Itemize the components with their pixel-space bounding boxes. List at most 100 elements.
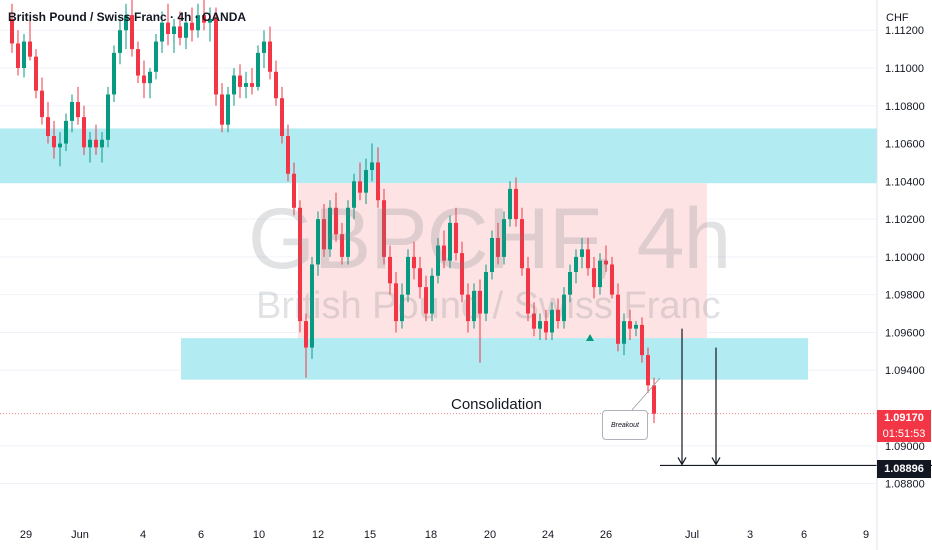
candle-body [550,309,554,333]
candle-body [178,26,182,38]
candle-body [574,256,578,272]
price-tick-label: 1.11200 [885,25,924,37]
symbol-watermark: GBPCHF, 4h [248,191,731,287]
candle-body [478,290,482,314]
candle-body [280,98,284,136]
candle-body [28,41,32,57]
candles [10,0,656,424]
candle-body [244,83,248,87]
breakout-label: Breakout [610,421,640,429]
time-tick-label: 26 [600,529,612,541]
candle-body [58,143,62,148]
time-tick-label: 18 [425,529,437,541]
candle-body [394,283,398,322]
candle-body [418,268,422,288]
candle-body [388,256,392,284]
time-tick-label: 10 [253,529,265,541]
candle-body [514,188,518,220]
consolidation-label[interactable]: Consolidation [451,396,542,413]
candle-body [316,219,320,265]
price-tick-label: 1.09000 [885,441,925,453]
candle-body [358,181,362,193]
time-tick-label: Jul [685,529,699,541]
signal-marker [586,334,594,341]
candle-body [220,94,224,125]
candle-body [70,102,74,121]
price-tick-label: 1.09800 [885,290,925,302]
candle-body [508,188,512,220]
currency-label[interactable]: CHF [886,12,909,24]
price-tick-label: 1.10600 [885,139,925,151]
price-tick-label: 1.10800 [885,101,925,113]
price-axis[interactable]: 1.11200 1.11000 1.10800 1.10600 1.10400 1.102… [885,25,925,490]
bar-countdown-tag: 01:51:53 [877,426,931,442]
candle-body [538,321,542,329]
candle-body [64,120,68,144]
candle-body [460,253,464,295]
time-tick-label: 29 [20,529,32,541]
candle-body [256,52,260,87]
time-tick-label: 4 [140,529,146,541]
target-price-tag: 1.08896 [877,460,931,478]
candle-body [436,245,440,276]
time-tick-label: Jun [71,529,89,541]
candle-body [286,136,290,174]
time-tick-label: 24 [542,529,554,541]
candle-body [652,385,656,414]
candle-body [22,41,26,68]
candle-body [238,75,242,87]
candle-body [616,294,620,344]
candle-body [166,22,170,34]
candle-body [568,272,572,295]
candle-body [628,321,632,329]
candle-body [448,222,452,261]
consolidation-range-box[interactable] [298,183,707,339]
candle-body [544,321,548,333]
candle-body [40,90,44,118]
candle-body [382,200,386,257]
candle-body [640,324,644,356]
breakout-callout[interactable]: Breakout [602,410,648,440]
candle-body [130,15,134,50]
candle-body [10,18,14,44]
resistance-zone[interactable] [0,128,877,184]
candle-body [424,287,428,314]
candle-body [172,26,176,34]
candle-body [232,75,236,95]
price-tick-label: 1.08800 [885,479,925,491]
candle-body [442,245,446,261]
target-drawings[interactable] [586,328,932,467]
candle-body [592,268,596,288]
candle-body [154,41,158,72]
candle-body [262,41,266,53]
candle-body [148,71,152,84]
candle-body [136,49,140,76]
candle-body [268,41,272,72]
candle-body [526,268,530,314]
current-price-tag: 1.09170 [877,410,931,426]
candle-body [454,222,458,254]
time-axis[interactable]: 29 Jun 4 6 10 12 15 18 20 24 26 Jul 3 6 9 [20,529,869,541]
candle-body [520,219,524,269]
candle-body [52,136,56,148]
target-arrow-head[interactable] [711,457,721,466]
time-tick-label: 12 [312,529,324,541]
candle-body [274,71,278,99]
candle-body [16,43,20,68]
candle-body [94,139,98,148]
candle-body [610,264,614,295]
chart-title[interactable]: British Pound / Swiss Franc · 4h · OANDA [8,10,247,24]
candle-body [304,321,308,348]
candle-body [100,139,104,148]
candle-body [532,313,536,329]
candle-body [490,238,494,272]
support-zone[interactable] [181,338,808,380]
price-tick-label: 1.10200 [885,214,925,226]
candle-body [376,162,380,201]
candle-body [322,219,326,250]
candle-body [124,15,128,31]
candle-body [406,256,410,295]
candle-body [634,324,638,329]
target-arrow-head[interactable] [677,457,687,466]
